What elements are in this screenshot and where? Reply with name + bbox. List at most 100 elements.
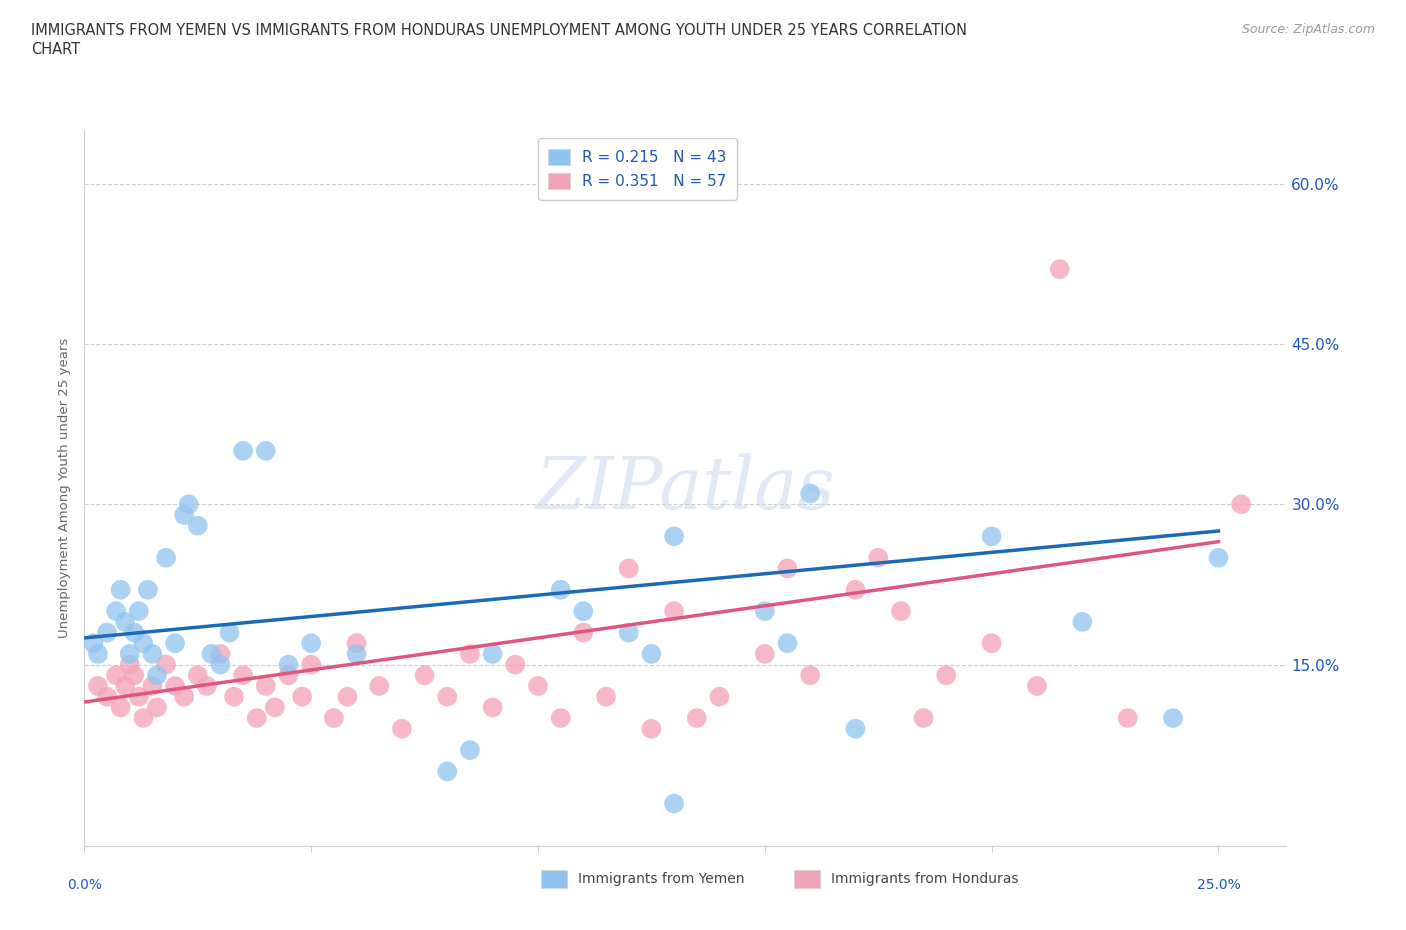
Point [122, 625, 145, 640]
Point [1026, 679, 1049, 694]
Point [481, 646, 503, 661]
Point [346, 636, 368, 651]
Point [799, 668, 821, 683]
Point [128, 689, 150, 704]
Point [232, 444, 254, 458]
Point [662, 529, 685, 544]
Point [709, 689, 731, 704]
Point [277, 658, 299, 672]
Point [1116, 711, 1139, 725]
Point [105, 668, 128, 683]
Point [177, 497, 200, 512]
Point [132, 636, 155, 651]
Point [776, 636, 799, 651]
Point [481, 700, 503, 715]
Point [322, 711, 344, 725]
Point [1071, 615, 1094, 630]
Point [173, 508, 195, 523]
Point [82, 636, 104, 651]
Point [505, 658, 527, 672]
Point [141, 679, 163, 694]
Point [165, 636, 187, 651]
Point [254, 679, 277, 694]
Point [754, 646, 776, 661]
Point [458, 743, 481, 758]
Point [146, 700, 169, 715]
Text: IMMIGRANTS FROM YEMEN VS IMMIGRANTS FROM HONDURAS UNEMPLOYMENT AMONG YOUTH UNDER: IMMIGRANTS FROM YEMEN VS IMMIGRANTS FROM… [31, 23, 967, 38]
Point [1049, 261, 1071, 276]
Point [662, 604, 685, 618]
Point [595, 689, 617, 704]
Point [640, 646, 662, 661]
Point [776, 561, 799, 576]
Point [617, 561, 640, 576]
Point [299, 658, 322, 672]
Point [346, 646, 368, 661]
Point [368, 679, 391, 694]
Point [844, 722, 866, 737]
Legend: R = 0.215   N = 43, R = 0.351   N = 57: R = 0.215 N = 43, R = 0.351 N = 57 [537, 138, 737, 200]
Point [136, 582, 159, 597]
Point [118, 658, 141, 672]
Point [572, 625, 595, 640]
Point [118, 646, 141, 661]
Point [87, 646, 110, 661]
Point [799, 486, 821, 501]
Point [550, 711, 572, 725]
Point [132, 711, 155, 725]
Point [686, 711, 709, 725]
Point [436, 689, 458, 704]
Text: Immigrants from Yemen: Immigrants from Yemen [578, 871, 744, 886]
Point [110, 700, 132, 715]
Point [980, 529, 1002, 544]
Point [299, 636, 322, 651]
Point [110, 582, 132, 597]
Point [114, 615, 136, 630]
Point [200, 646, 222, 661]
Point [572, 604, 595, 618]
Y-axis label: Unemployment Among Youth under 25 years: Unemployment Among Youth under 25 years [58, 339, 72, 638]
Point [222, 689, 245, 704]
Point [187, 668, 209, 683]
Text: Immigrants from Honduras: Immigrants from Honduras [831, 871, 1018, 886]
Point [336, 689, 359, 704]
Point [232, 668, 254, 683]
Point [187, 518, 209, 533]
Point [640, 722, 662, 737]
Point [980, 636, 1002, 651]
Point [617, 625, 640, 640]
Point [114, 679, 136, 694]
Point [105, 604, 128, 618]
Point [209, 658, 232, 672]
Point [146, 668, 169, 683]
Point [195, 679, 218, 694]
Text: ZIPatlas: ZIPatlas [536, 453, 835, 524]
Point [458, 646, 481, 661]
Text: Source: ZipAtlas.com: Source: ZipAtlas.com [1241, 23, 1375, 36]
Point [87, 679, 110, 694]
Point [155, 551, 177, 565]
Point [912, 711, 935, 725]
Point [173, 689, 195, 704]
Point [1230, 497, 1253, 512]
Point [141, 646, 163, 661]
Point [436, 764, 458, 779]
Point [96, 625, 118, 640]
Point [391, 722, 413, 737]
Point [254, 444, 277, 458]
Point [264, 700, 287, 715]
Point [844, 582, 866, 597]
Point [218, 625, 240, 640]
Point [754, 604, 776, 618]
Point [96, 689, 118, 704]
Point [209, 646, 232, 661]
Point [165, 679, 187, 694]
Point [550, 582, 572, 597]
Point [277, 668, 299, 683]
Point [122, 668, 145, 683]
Point [413, 668, 436, 683]
Point [890, 604, 912, 618]
Point [1161, 711, 1184, 725]
Point [128, 604, 150, 618]
Point [662, 796, 685, 811]
